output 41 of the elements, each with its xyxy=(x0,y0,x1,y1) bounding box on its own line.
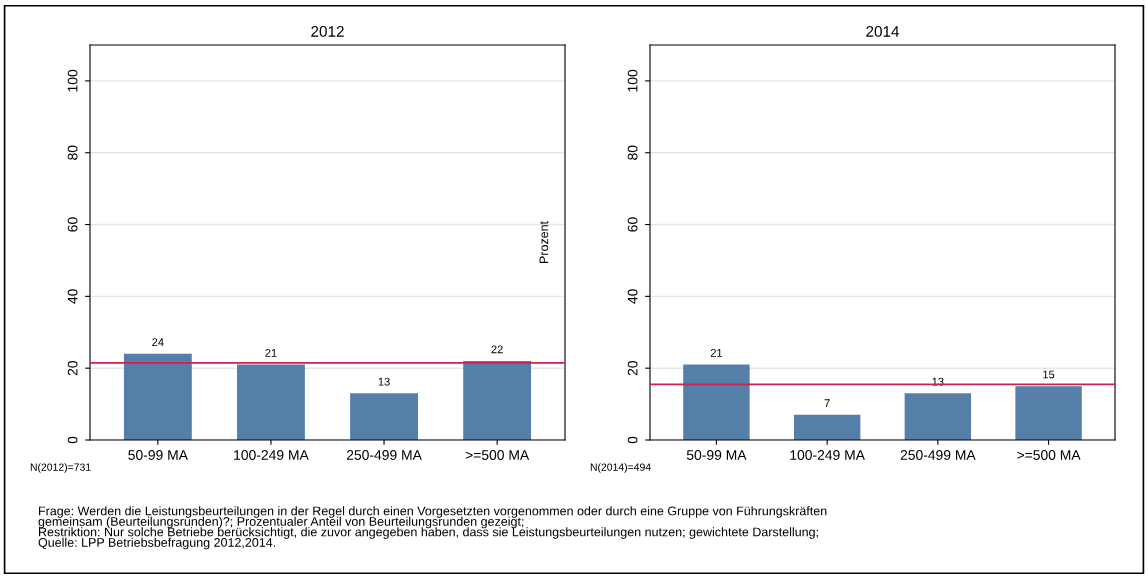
y-tick-label: 60 xyxy=(67,217,78,232)
y-tick-label: 100 xyxy=(67,69,78,92)
text: N(2012)=731 xyxy=(30,463,91,473)
y-tick-label: 40 xyxy=(627,289,638,304)
bar xyxy=(463,361,532,440)
chart-title: 2012 xyxy=(311,26,344,37)
x-tick-label: 100-249 MA xyxy=(234,450,309,460)
y-tick-label: 80 xyxy=(67,145,78,160)
bar xyxy=(237,364,305,440)
bar xyxy=(1015,386,1082,440)
bar xyxy=(350,393,418,440)
data-label: 24 xyxy=(152,338,164,346)
bar xyxy=(683,364,750,440)
data-label: 22 xyxy=(491,345,503,354)
y-tick-label: 100 xyxy=(627,69,638,92)
data-label: 21 xyxy=(265,348,277,357)
x-tick-label: 50-99 MA xyxy=(128,450,188,460)
bar xyxy=(904,393,972,440)
y-tick-label: 80 xyxy=(627,145,638,160)
y-tick-label: 0 xyxy=(67,436,78,444)
x-tick-label: >=500 MA xyxy=(465,450,530,460)
data-label: 7 xyxy=(824,399,830,407)
text: N(2014)=494 xyxy=(590,463,651,473)
bar xyxy=(123,353,192,440)
y-axis-title: Prozent xyxy=(539,221,549,264)
chart-title: 2014 xyxy=(866,26,900,37)
x-tick-label: >=500 MA xyxy=(1017,450,1081,460)
bar xyxy=(793,414,861,440)
x-tick-label: 250-499 MA xyxy=(346,450,422,460)
data-label: 21 xyxy=(710,348,723,357)
y-tick-label: 0 xyxy=(627,436,638,444)
y-tick-label: 20 xyxy=(67,361,78,376)
data-label: 13 xyxy=(378,377,390,386)
x-tick-label: 250-499 MA xyxy=(900,450,976,460)
x-tick-label: 50-99 MA xyxy=(686,450,747,460)
y-tick-label: 20 xyxy=(627,361,638,376)
source-note: Quelle: LPP Betriebsbefragung 2012,2014. xyxy=(38,537,276,550)
y-tick-label: 40 xyxy=(67,289,78,304)
y-tick-label: 60 xyxy=(627,217,638,232)
x-tick-label: 100-249 MA xyxy=(790,450,865,460)
data-label: 15 xyxy=(1043,370,1055,379)
